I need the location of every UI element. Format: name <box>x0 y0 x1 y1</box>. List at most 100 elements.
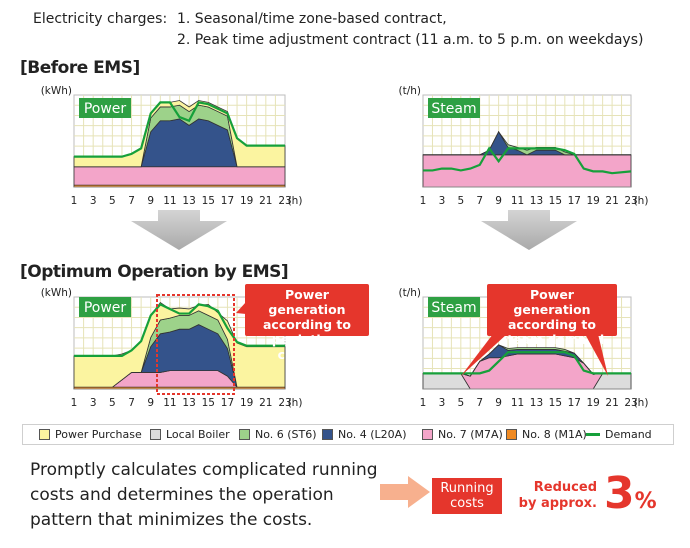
x-tick-label: 1 <box>71 397 78 409</box>
legend-label-no7: No. 7 (M7A) <box>438 428 503 441</box>
x-tick-label: 11 <box>511 195 524 207</box>
x-axis-unit-power-before: (h) <box>288 195 303 207</box>
peak-time-highlight <box>156 294 235 395</box>
down-arrow-power <box>131 210 227 250</box>
legend-label-demand: Demand <box>605 428 652 441</box>
panel-badge-power-after <box>79 297 131 317</box>
callout-steam-pointers <box>461 334 608 376</box>
x-tick-label: 13 <box>182 195 195 207</box>
legend-swatch-local-boiler <box>150 429 161 440</box>
section-title-before: [Before EMS] <box>20 58 140 78</box>
x-axis-unit-steam-after: (h) <box>634 397 649 409</box>
header-item-1: 1. Seasonal/time zone-based contract, <box>177 11 447 27</box>
y-axis-unit-steam-after: (t/h) <box>398 287 421 299</box>
x-tick-label: 7 <box>476 195 483 207</box>
x-tick-label: 11 <box>163 397 176 409</box>
x-tick-label: 9 <box>495 397 502 409</box>
panel-badge-label-power-before: Power <box>84 101 127 117</box>
x-tick-label: 3 <box>439 195 446 207</box>
x-tick-label: 23 <box>624 195 637 207</box>
reduced-label: Reduced by approx. <box>518 480 597 511</box>
x-tick-label: 21 <box>259 195 272 207</box>
y-axis-unit-power-before: (kWh) <box>41 85 72 97</box>
x-tick-label: 15 <box>549 397 562 409</box>
chart-steam-before: 1 3 5 7 9 11 13 15 17 19 21 23(h)(t/h)Steam <box>398 85 648 207</box>
x-tick-label: 9 <box>147 195 154 207</box>
footer-arrow <box>380 476 430 508</box>
footer-description: Promptly calculates complicated running … <box>30 460 378 530</box>
legend-label-local-boiler: Local Boiler <box>166 428 230 441</box>
x-tick-label: 1 <box>420 195 427 207</box>
x-tick-label: 17 <box>568 397 581 409</box>
legend-item-local-boiler: Local Boiler <box>150 428 230 441</box>
legend-item-no4: No. 4 (L20A) <box>322 428 407 441</box>
x-axis-unit-power-after: (h) <box>288 397 303 409</box>
x-tick-label: 5 <box>109 397 116 409</box>
callout-power-pointer <box>236 302 246 314</box>
x-tick-label: 3 <box>90 397 97 409</box>
legend-swatch-no6 <box>239 429 250 440</box>
x-tick-label: 13 <box>530 195 543 207</box>
x-tick-label: 13 <box>530 397 543 409</box>
x-tick-label: 5 <box>457 195 464 207</box>
x-tick-label: 23 <box>278 397 291 409</box>
demand-line-steam-before <box>423 146 632 175</box>
legend-swatch-power-purchase <box>39 429 50 440</box>
x-tick-label: 7 <box>128 397 135 409</box>
x-tick-label: 3 <box>439 397 446 409</box>
panel-badge-label-steam-after: Steam <box>431 300 476 316</box>
header-item-2: 2. Peak time adjustment contract (11 a.m… <box>177 32 644 48</box>
reduced-unit: % <box>634 489 657 514</box>
x-tick-label: 9 <box>147 397 154 409</box>
y-axis-unit-steam-before: (t/h) <box>398 85 421 97</box>
area-no-7-m7a--power-before <box>73 166 286 186</box>
x-tick-label: 15 <box>202 397 215 409</box>
legend-item-no6: No. 6 (ST6) <box>239 428 317 441</box>
panel-badge-steam-before <box>428 98 480 118</box>
legend-item-no8: No. 8 (M1A) <box>506 428 587 441</box>
x-tick-label: 21 <box>259 397 272 409</box>
x-tick-label: 19 <box>586 397 599 409</box>
x-tick-label: 19 <box>240 397 253 409</box>
legend-swatch-demand <box>586 433 600 436</box>
x-tick-label: 11 <box>511 397 524 409</box>
demand-line-power-after <box>74 303 285 357</box>
x-tick-label: 23 <box>624 397 637 409</box>
x-tick-label: 17 <box>221 397 234 409</box>
x-tick-label: 19 <box>240 195 253 207</box>
chart-power-after: 1 3 5 7 9 11 13 15 17 19 21 23(h)(kWh)Power <box>41 287 303 409</box>
x-tick-label: 21 <box>605 397 618 409</box>
callout-power: Power generation according to peak time … <box>245 284 369 362</box>
x-tick-label: 21 <box>605 195 618 207</box>
panel-badge-label-power-after: Power <box>84 300 127 316</box>
x-tick-label: 13 <box>182 397 195 409</box>
down-arrow-steam <box>481 210 577 250</box>
legend-item-demand: Demand <box>586 428 652 441</box>
running-costs-box: Running costs <box>432 478 502 514</box>
demand-line-power-before <box>74 101 285 158</box>
header-label: Electricity charges: <box>33 11 168 27</box>
panel-badge-power-before <box>79 98 131 118</box>
x-tick-label: 19 <box>586 195 599 207</box>
x-tick-label: 1 <box>420 397 427 409</box>
y-axis-unit-power-after: (kWh) <box>41 287 72 299</box>
x-tick-label: 15 <box>549 195 562 207</box>
legend-label-power-purchase: Power Purchase <box>55 428 142 441</box>
legend-item-power-purchase: Power Purchase <box>39 428 142 441</box>
section-title-after: [Optimum Operation by EMS] <box>20 262 289 282</box>
callout-power-text: Power generation according to peak time … <box>262 287 351 362</box>
legend-label-no4: No. 4 (L20A) <box>338 428 407 441</box>
x-tick-label: 23 <box>278 195 291 207</box>
x-axis-unit-steam-before: (h) <box>634 195 649 207</box>
panel-badge-steam-after <box>428 297 480 317</box>
callout-steam: Power generation according to steam dema… <box>487 284 617 347</box>
running-costs-label: Running costs <box>440 481 494 511</box>
legend-item-no7: No. 7 (M7A) <box>422 428 503 441</box>
legend-label-no6: No. 6 (ST6) <box>255 428 317 441</box>
x-tick-label: 3 <box>90 195 97 207</box>
legend-swatch-no4 <box>322 429 333 440</box>
x-tick-label: 9 <box>495 195 502 207</box>
callout-steam-text: Power generation according to steam dema… <box>499 287 605 347</box>
legend: Power Purchase Local Boiler No. 6 (ST6) … <box>22 424 674 445</box>
